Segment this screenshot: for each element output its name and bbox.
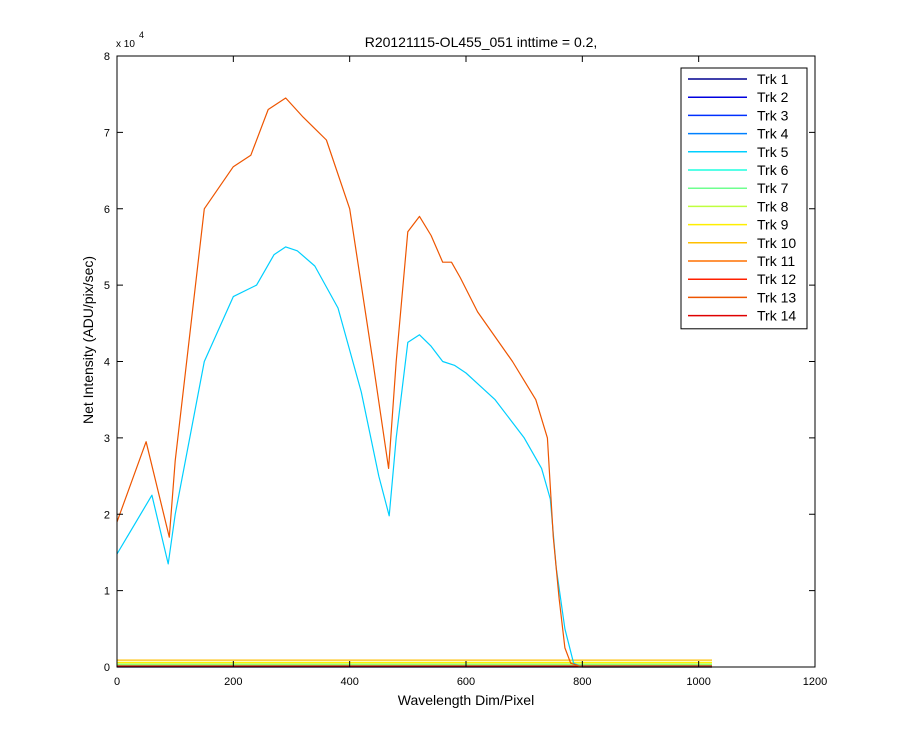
y-tick-label: 5 bbox=[104, 280, 110, 292]
legend-entry-trk-1: Trk 1 bbox=[688, 71, 789, 87]
x-tick-label: 1200 bbox=[803, 676, 827, 688]
y-tick-label: 4 bbox=[104, 357, 110, 369]
legend-label: Trk 4 bbox=[757, 126, 789, 142]
x-tick-label: 400 bbox=[340, 676, 358, 688]
y-tick-label: 2 bbox=[104, 509, 110, 521]
legend-entry-trk-4: Trk 4 bbox=[688, 126, 789, 142]
legend-entry-trk-10: Trk 10 bbox=[688, 235, 796, 251]
y-tick-label: 3 bbox=[104, 433, 110, 445]
legend-label: Trk 3 bbox=[757, 107, 789, 123]
legend-entry-trk-6: Trk 6 bbox=[688, 162, 789, 178]
tick-marks bbox=[116, 55, 816, 668]
y-multiplier-exponent: 4 bbox=[139, 30, 144, 40]
y-axis-label: Net Intensity (ADU/pix/sec) bbox=[80, 256, 96, 424]
legend-label: Trk 12 bbox=[757, 271, 796, 287]
legend: Trk 1 Trk 2 Trk 3 Trk 4 Trk 5 Trk 6 Trk 7 Trk 8… bbox=[680, 67, 808, 330]
legend-entry-trk-5: Trk 5 bbox=[688, 144, 789, 160]
x-tick-label: 1000 bbox=[686, 676, 710, 688]
legend-label: Trk 13 bbox=[757, 289, 796, 305]
legend-label: Trk 9 bbox=[757, 217, 789, 233]
legend-label: Trk 5 bbox=[757, 144, 789, 160]
legend-label: Trk 1 bbox=[757, 71, 789, 87]
legend-entry-trk-14: Trk 14 bbox=[688, 308, 796, 324]
legend-label: Trk 2 bbox=[757, 89, 789, 105]
legend-entry-trk-12: Trk 12 bbox=[688, 271, 796, 287]
legend-label: Trk 8 bbox=[757, 198, 789, 214]
y-tick-label: 1 bbox=[104, 586, 110, 598]
y-tick-labels: 0 1 2 3 4 5 6 7 8 bbox=[104, 51, 110, 674]
legend-label: Trk 11 bbox=[757, 253, 795, 269]
legend-entry-trk-9: Trk 9 bbox=[688, 217, 789, 233]
legend-entry-trk-2: Trk 2 bbox=[688, 89, 789, 105]
y-multiplier: x 10 4 bbox=[116, 30, 144, 50]
x-tick-label: 200 bbox=[224, 676, 242, 688]
series-line-trk-13 bbox=[116, 97, 712, 668]
y-tick-label: 0 bbox=[104, 662, 110, 674]
legend-entry-trk-3: Trk 3 bbox=[688, 107, 789, 123]
y-tick-label: 7 bbox=[104, 127, 110, 139]
x-tick-label: 0 bbox=[114, 676, 120, 688]
y-multiplier-base: x 10 bbox=[116, 39, 135, 50]
legend-entry-trk-8: Trk 8 bbox=[688, 198, 789, 214]
y-tick-label: 8 bbox=[104, 51, 110, 63]
x-tick-label: 800 bbox=[573, 676, 591, 688]
legend-label: Trk 7 bbox=[757, 180, 789, 196]
x-tick-labels: 0 200 400 600 800 1000 1200 bbox=[114, 676, 827, 688]
y-tick-label: 6 bbox=[104, 204, 110, 216]
legend-entry-trk-13: Trk 13 bbox=[688, 289, 796, 305]
legend-box bbox=[680, 67, 808, 330]
legend-label: Trk 6 bbox=[757, 162, 789, 178]
x-tick-label: 600 bbox=[457, 676, 475, 688]
legend-entry-trk-11: Trk 11 bbox=[688, 253, 795, 269]
legend-label: Trk 10 bbox=[757, 235, 796, 251]
legend-label: Trk 14 bbox=[757, 308, 796, 324]
legend-entry-trk-7: Trk 7 bbox=[688, 180, 789, 196]
chart-title: R20121115-OL455_051 inttime = 0.2, bbox=[365, 34, 598, 50]
x-axis-label: Wavelength Dim/Pixel bbox=[398, 692, 534, 708]
